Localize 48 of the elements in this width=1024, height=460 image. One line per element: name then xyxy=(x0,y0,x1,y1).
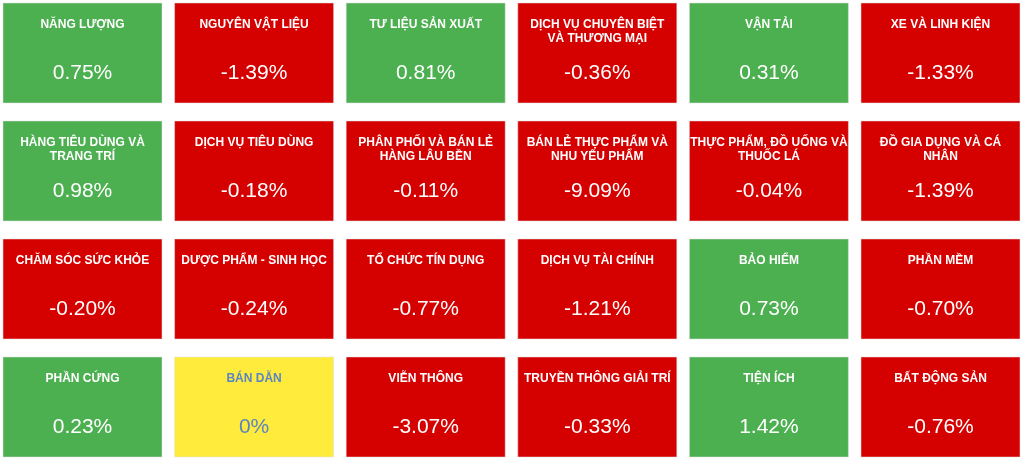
category-label: CHĂM SÓC SỨC KHỎE xyxy=(15,252,150,267)
data-label: -0.04% xyxy=(735,178,803,201)
data-label: 0.98% xyxy=(52,178,113,201)
data-label: -0.77% xyxy=(392,296,459,319)
category-label: TƯ LIỆU SẢN XUẤT xyxy=(369,16,483,31)
category-label: VẬN TẢI xyxy=(744,16,793,31)
data-label: -1.39% xyxy=(220,60,288,83)
data-label: 0.75% xyxy=(52,60,113,83)
data-label: -1.21% xyxy=(564,296,631,319)
data-label: 0.23% xyxy=(52,414,113,437)
data-label: -0.36% xyxy=(564,60,631,83)
category-label: PHẦN MỀM xyxy=(907,252,974,267)
category-label: DỊCH VỤ TIÊU DÙNG xyxy=(194,134,314,149)
category-label: ĐỒ GIA DỤNG VÀ CÁ NHÂN xyxy=(879,134,1002,163)
data-label: -9.09% xyxy=(564,178,631,201)
data-label: -0.33% xyxy=(564,414,631,437)
category-label: DƯỢC PHẨM - SINH HỌC xyxy=(181,252,328,267)
category-label: PHẦN CỨNG xyxy=(45,370,120,385)
category-label: THỰC PHẨM, ĐỒ UỐNG VÀ THUỐC LÁ xyxy=(690,134,848,163)
data-label: -3.07% xyxy=(392,414,459,437)
category-label: TIỆN ÍCH xyxy=(743,370,795,385)
data-label: -0.70% xyxy=(907,296,974,319)
data-label: -0.18% xyxy=(220,178,288,201)
category-label: BẤT ĐỘNG SẢN xyxy=(894,370,987,385)
category-label: TỔ CHỨC TÍN DỤNG xyxy=(367,252,485,267)
data-label: 0.73% xyxy=(739,296,799,319)
category-label: BÁN DẪN xyxy=(226,370,282,385)
data-label: 0.31% xyxy=(739,60,799,83)
data-label: -1.33% xyxy=(907,60,974,83)
data-label: -0.20% xyxy=(49,296,116,319)
category-label: NĂNG LƯỢNG xyxy=(40,16,125,31)
category-label: BÁN LẺ THỰC PHẨM VÀ NHU YẾU PHẨM xyxy=(526,134,669,163)
category-label: VIỄN THÔNG xyxy=(388,370,464,385)
data-label: 0.81% xyxy=(395,60,456,83)
data-label: -1.39% xyxy=(907,178,974,201)
data-label: 0% xyxy=(238,414,270,437)
category-label: BẢO HIỂM xyxy=(738,252,799,267)
category-label: DỊCH VỤ CHUYÊN BIỆT VÀ THƯƠNG MẠI xyxy=(530,16,665,45)
data-label: -0.24% xyxy=(220,296,288,319)
category-label: XE VÀ LINH KIỆN xyxy=(890,16,991,31)
category-label: HÀNG TIÊU DÙNG VÀ TRANG TRÍ xyxy=(20,134,146,163)
category-label: DỊCH VỤ TÀI CHÍNH xyxy=(540,252,654,267)
data-label: -0.76% xyxy=(907,414,974,437)
data-label: -0.11% xyxy=(393,178,459,201)
category-label: NGUYÊN VẬT LIỆU xyxy=(199,16,309,31)
category-label: TRUYỀN THÔNG GIẢI TRÍ xyxy=(523,370,672,385)
category-label: PHÂN PHỐI VÀ BÁN LẺ HÀNG LÂU BỀN xyxy=(358,134,494,163)
data-label: 1.42% xyxy=(739,414,799,437)
